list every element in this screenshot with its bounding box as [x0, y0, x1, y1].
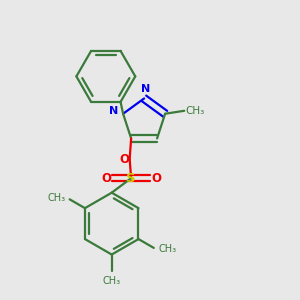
Text: O: O: [119, 152, 129, 166]
Text: N: N: [141, 84, 150, 94]
Text: CH₃: CH₃: [47, 194, 65, 203]
Text: N: N: [109, 106, 118, 116]
Text: O: O: [101, 172, 111, 185]
Text: O: O: [151, 172, 161, 185]
Text: CH₃: CH₃: [186, 106, 205, 116]
Text: S: S: [126, 172, 136, 185]
Text: CH₃: CH₃: [103, 276, 121, 286]
Text: CH₃: CH₃: [158, 244, 176, 254]
